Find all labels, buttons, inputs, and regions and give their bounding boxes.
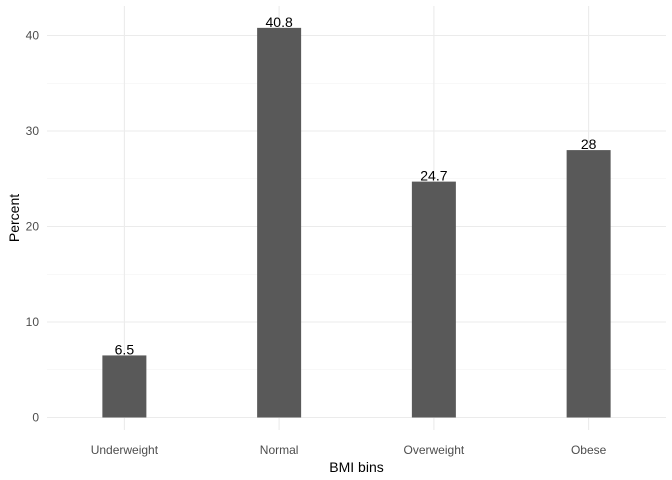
x-axis-title: BMI bins xyxy=(329,459,383,475)
data-label-normal: 40.8 xyxy=(266,14,293,30)
bar-normal xyxy=(257,27,302,418)
data-label-overweight: 24.7 xyxy=(420,168,447,184)
data-label-obese: 28 xyxy=(581,136,597,152)
x-axis-ticks: Underweight Normal Overweight Obese xyxy=(91,443,607,457)
bars xyxy=(102,27,611,418)
bar-overweight xyxy=(411,181,456,418)
x-tick-label-underweight: Underweight xyxy=(91,443,159,457)
x-tick-label-overweight: Overweight xyxy=(404,443,465,457)
data-label-underweight: 6.5 xyxy=(115,341,135,357)
y-tick-label: 20 xyxy=(26,220,40,234)
y-axis-ticks: 0 10 20 30 40 xyxy=(26,29,40,425)
bar-obese xyxy=(566,150,611,418)
y-tick-label: 10 xyxy=(26,315,40,329)
x-tick-label-obese: Obese xyxy=(571,443,607,457)
y-tick-label: 40 xyxy=(26,29,40,43)
bar-underweight xyxy=(102,355,147,418)
y-tick-label: 30 xyxy=(26,124,40,138)
y-tick-label: 0 xyxy=(32,411,39,425)
x-tick-label-normal: Normal xyxy=(260,443,299,457)
data-labels: 6.5 40.8 24.7 28 xyxy=(115,14,597,358)
y-axis-title: Percent xyxy=(6,194,22,242)
